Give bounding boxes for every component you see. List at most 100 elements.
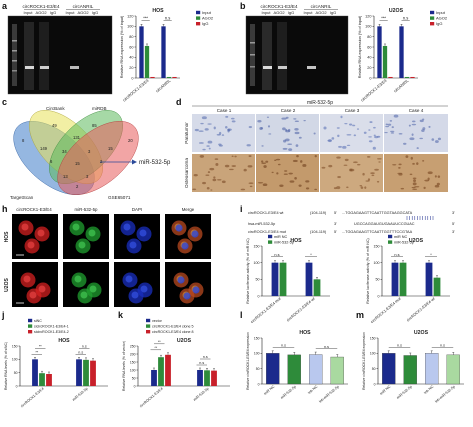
cell-nucleus	[431, 138, 435, 141]
cell-nucleus	[397, 172, 403, 174]
cell-nucleus	[412, 182, 417, 186]
cell-nucleus	[207, 140, 213, 144]
ihc-row-label: Paratumor	[184, 122, 189, 144]
cell-nucleus	[411, 133, 414, 136]
cell-nucleus	[390, 132, 395, 134]
venn-count: 3	[86, 174, 89, 179]
cell-nucleus	[409, 173, 413, 176]
gel-image-a	[7, 15, 113, 95]
cell-nucleus	[411, 120, 416, 123]
cell-nucleus	[357, 163, 361, 166]
bar	[399, 262, 407, 296]
gel-lane-label: IgG	[50, 10, 56, 15]
y-axis-label: Relative luciferase activity (% of miR N…	[246, 238, 250, 304]
cell-nucleus	[192, 188, 197, 191]
cell-nucleus	[305, 180, 310, 183]
fish-col-label: DAPI	[132, 207, 142, 212]
cell-nucleus	[385, 123, 389, 126]
bar	[211, 370, 217, 386]
cell-nucleus	[364, 186, 367, 190]
bar	[410, 76, 415, 78]
cell-nucleus	[210, 189, 213, 191]
cell-nucleus	[298, 184, 302, 187]
x-category-label: Inh-miR-532-5p	[434, 385, 456, 404]
cell-nucleus	[285, 138, 290, 142]
y-tick-label: 100	[12, 358, 18, 362]
cell-nucleus	[277, 163, 281, 166]
cell-nucleus	[423, 186, 426, 190]
panel-label-l: l	[240, 310, 243, 320]
legend-swatch	[268, 240, 273, 244]
significance-label: **	[35, 351, 38, 355]
x-category-label: circROCK1-E3/E4	[122, 77, 150, 102]
y-tick-label: 0	[258, 294, 260, 298]
ihc-row-label: Osteosarcoma	[184, 158, 189, 188]
cell-nucleus	[387, 123, 392, 126]
chart-l: HOS 0 50 100 150 Relative circROCK1-E3/E4 exp…	[246, 330, 348, 404]
cell-nucleus	[421, 129, 425, 133]
cell-nucleus	[337, 134, 340, 138]
cell-nucleus	[400, 187, 405, 190]
bar	[330, 356, 344, 385]
cell-nucleus	[282, 127, 286, 131]
cell-nucleus	[338, 145, 342, 148]
x-category-label: Inh-miR-532-5p	[318, 385, 340, 404]
cell-nucleus	[328, 164, 333, 168]
seq-end: 3'	[452, 211, 455, 215]
cell-nucleus	[412, 177, 417, 180]
chart-title: U2OS	[389, 8, 404, 14]
cell-nucleus	[282, 147, 288, 150]
cell-nucleus	[231, 120, 236, 123]
cell-nucleus	[221, 134, 225, 136]
cell-nucleus	[408, 124, 411, 127]
cell-nucleus	[346, 134, 352, 136]
fish-panel: circROCK1-E3/E4 miR-532-5p DAPI Merge HO…	[4, 207, 211, 307]
bar	[403, 355, 417, 385]
fish-row-label: HOS	[4, 231, 10, 243]
y-tick-label: 50	[256, 278, 260, 282]
cell-nucleus	[206, 145, 210, 147]
x-category-label: Inh NC	[423, 384, 434, 395]
significance-label: n.s	[165, 16, 170, 21]
cell-nucleus	[261, 145, 264, 147]
venn-count: 13	[63, 174, 68, 179]
bar	[76, 359, 82, 386]
cell-nucleus	[385, 125, 390, 128]
gel-lane-label: AGO2	[35, 10, 47, 15]
bar	[83, 359, 89, 386]
y-tick-label: 0	[258, 382, 260, 386]
y-tick-label: 60	[129, 45, 133, 49]
legend-swatch	[196, 10, 201, 15]
cell-nucleus	[218, 144, 223, 147]
cell-nucleus	[314, 155, 317, 158]
y-tick-label: 120	[365, 14, 371, 18]
bar	[313, 279, 321, 296]
bar	[166, 76, 172, 78]
x-category-label: miR NC	[379, 384, 392, 395]
cell-nucleus	[257, 120, 262, 123]
cell-nucleus	[398, 132, 403, 135]
cell-nucleus	[281, 117, 287, 120]
cell-nucleus	[343, 164, 348, 166]
panel-label-a: a	[2, 1, 8, 11]
seq-text: ...TGGAGAAGTTCAATTGGTAAGGCATA	[342, 211, 413, 215]
legend-label: sicircROCK1-E3/E4-2	[34, 330, 69, 334]
bar	[151, 370, 157, 386]
cell-nucleus	[263, 165, 267, 168]
x-category-label: miR-532-5p	[193, 387, 210, 402]
cell-nucleus	[294, 176, 297, 180]
significance-label: n.s	[397, 344, 402, 348]
cell-nucleus	[302, 164, 307, 167]
bar	[404, 76, 410, 78]
seq-pos: (104-119)	[310, 230, 327, 234]
cell-nucleus	[366, 155, 371, 158]
y-axis-label: Relative RNA expression (% of input)	[358, 15, 362, 78]
cell-nucleus	[436, 182, 440, 186]
significance-label: n.s	[403, 16, 408, 21]
legend-swatch	[28, 318, 33, 323]
venn-result: miR-532-5p	[139, 160, 171, 166]
seq-end: 3'	[334, 222, 337, 226]
y-axis-label: Relative RNA levels (% of siNC)	[4, 342, 8, 390]
cell-nucleus	[262, 183, 268, 187]
